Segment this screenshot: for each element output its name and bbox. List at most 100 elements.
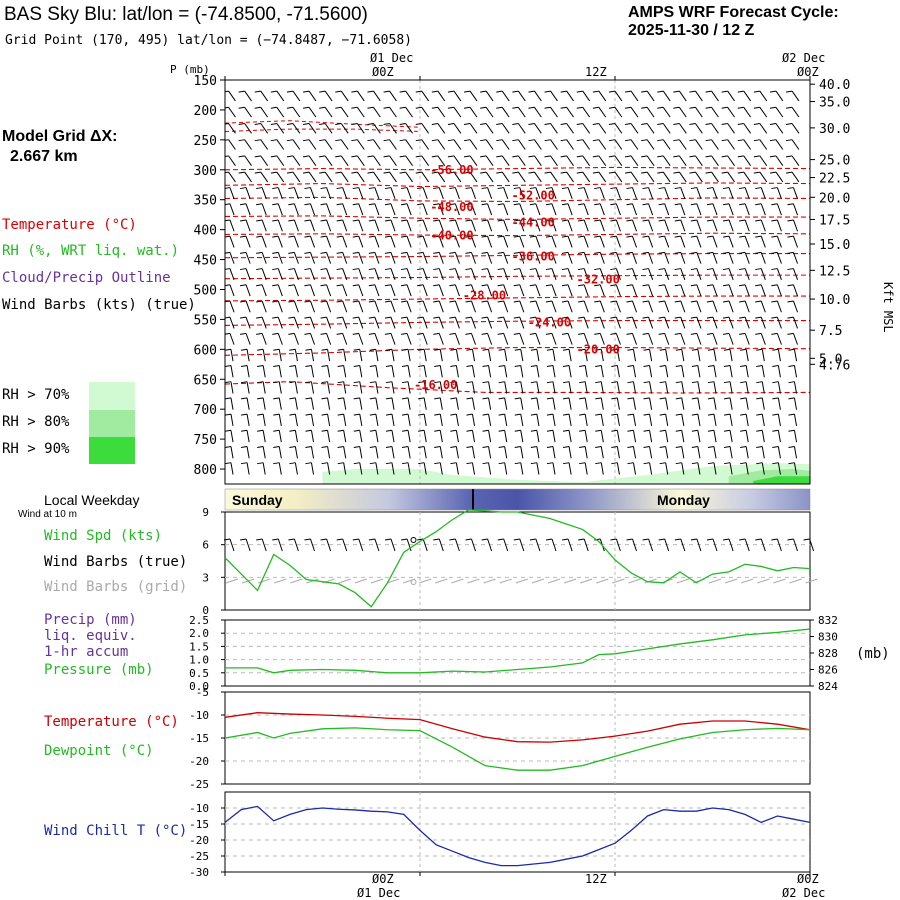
wind-barb-flag	[611, 413, 618, 416]
wind-barb-flag	[238, 139, 245, 142]
wind-barb	[262, 381, 266, 394]
wind-barb-flag	[466, 348, 473, 351]
wind-barb-flag	[608, 106, 616, 109]
wind-barb	[422, 300, 428, 313]
wind-barb	[680, 187, 686, 200]
wind-barb	[423, 414, 427, 426]
wind-barb-flag	[225, 203, 231, 206]
wind-barb-flag	[351, 90, 358, 93]
wind-barb	[759, 171, 768, 183]
wind-barb	[728, 187, 734, 200]
height-tick-label: 12.5	[819, 264, 850, 279]
wind-barb-flag	[627, 413, 634, 416]
wind-barb-flag	[562, 429, 570, 432]
wind-barb	[246, 462, 250, 475]
grid-wind-barb	[563, 578, 577, 584]
wind-barb	[310, 462, 315, 475]
wind-barb	[680, 268, 686, 281]
wind-barb	[680, 235, 686, 248]
wind-barb-flag	[368, 284, 375, 287]
wind-barb	[551, 284, 557, 297]
wind-barb-flag	[707, 462, 715, 465]
wind-barb-flag	[352, 251, 359, 254]
wind-barb-flag	[433, 187, 440, 190]
wind-barb	[277, 219, 283, 232]
wind-barb	[695, 123, 703, 134]
wind-barb	[662, 106, 671, 118]
wind-barb	[359, 430, 363, 443]
wind-barb	[776, 300, 782, 313]
wind-barb	[536, 462, 540, 475]
wind-barb	[776, 219, 782, 232]
surface-wind-barb	[454, 538, 460, 552]
wind-barb-flag	[270, 90, 277, 93]
wind-barb	[793, 365, 798, 378]
wind-barb-flag	[627, 381, 634, 384]
wind-barb-flag	[594, 332, 601, 335]
wind-barb-flag	[240, 445, 248, 448]
wind-barb	[584, 397, 588, 410]
wind-barb-flag	[270, 139, 277, 142]
wind-barb-flag	[305, 364, 312, 367]
grid-wind-barb	[499, 578, 512, 584]
wind-barb	[356, 155, 365, 167]
wind-barb-flag	[740, 429, 747, 432]
wind-barb-flag	[449, 235, 456, 238]
wind-barb	[293, 235, 299, 248]
wind-barb-flag	[657, 139, 664, 142]
wind-barb	[583, 187, 589, 200]
wind-barb-flag	[418, 397, 425, 400]
wind-barb	[729, 349, 733, 362]
wind-barb-flag	[353, 462, 360, 465]
wind-barb-flag	[320, 203, 327, 206]
wind-barb	[374, 187, 380, 200]
wind-barb-flag	[400, 219, 408, 222]
wind-barb-flag	[706, 219, 714, 222]
wind-barb	[519, 316, 525, 329]
wind-barb-flag	[772, 364, 779, 367]
wind-barb	[390, 333, 396, 345]
upper-frame	[224, 79, 811, 485]
wind-barb	[664, 252, 670, 264]
wind-barb-flag	[627, 462, 634, 465]
wind-barb	[375, 462, 379, 475]
wind-barb	[713, 430, 717, 443]
wind-barb	[583, 316, 589, 329]
wind-barb	[584, 349, 588, 362]
wind-barb-flag	[481, 316, 488, 319]
wind-barb-flag	[739, 203, 746, 206]
wind-barb-flag	[545, 332, 553, 335]
wind-barb-flag	[305, 413, 312, 416]
wind-barb-flag	[723, 445, 731, 448]
wind-barb	[664, 219, 670, 232]
wind-barb-flag	[482, 429, 489, 432]
wind-barb	[503, 333, 509, 345]
wind-barb	[761, 462, 765, 475]
wind-barb-flag	[608, 122, 616, 125]
wind-barb-flag	[546, 429, 554, 432]
wind-barb	[568, 397, 572, 410]
wind-barb	[278, 349, 282, 362]
wind-barb	[406, 268, 412, 281]
wind-barb	[293, 300, 299, 313]
surface-wind-barb	[632, 538, 637, 552]
wind-barb-flag	[434, 445, 441, 448]
wind-barb-flag	[337, 381, 344, 384]
wind-barb-flag	[513, 284, 520, 287]
wind-barb	[261, 268, 267, 281]
wind-barb-flag	[353, 348, 360, 351]
wind-barb	[598, 90, 607, 102]
wind-barb	[728, 284, 734, 297]
grid-wind-barb	[596, 578, 609, 584]
wind-barb	[358, 316, 364, 329]
wind-barb	[567, 268, 573, 281]
wind-barb	[261, 284, 267, 297]
wind-barb-flag	[592, 139, 599, 142]
wind-barb-flag	[368, 251, 375, 254]
wind-barb-flag	[286, 122, 294, 125]
wind-barb	[488, 349, 492, 362]
wind-barb-flag	[512, 171, 519, 174]
wind-barb-flag	[594, 300, 601, 303]
wind-barb-flag	[383, 139, 390, 142]
